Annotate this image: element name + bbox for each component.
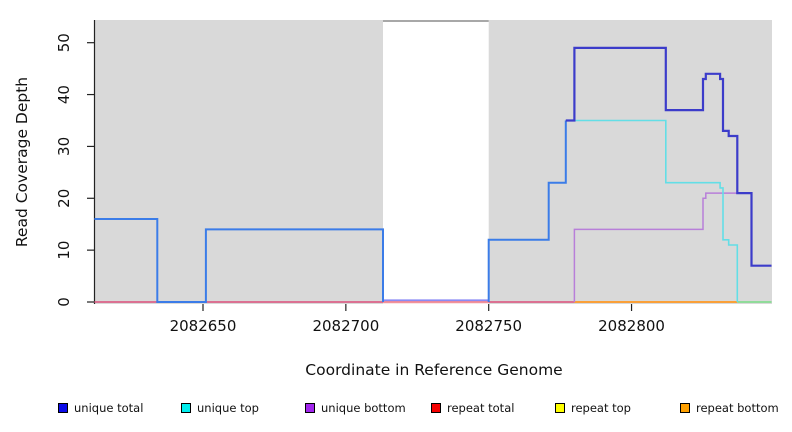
y-tick-label: 20 (55, 189, 73, 208)
legend-label: unique bottom (321, 401, 406, 415)
y-tick-label: 30 (55, 137, 73, 156)
y-tick-label: 10 (55, 241, 73, 260)
y-tick-label: 0 (55, 297, 73, 307)
legend-label: unique total (74, 401, 144, 415)
x-tick-label: 2082700 (312, 317, 379, 335)
legend-swatch (305, 403, 315, 413)
legend-swatch (680, 403, 690, 413)
y-tick-label: 40 (55, 85, 73, 104)
legend-label: repeat top (571, 401, 631, 415)
legend-swatch (181, 403, 191, 413)
legend-swatch (58, 403, 68, 413)
legend-item-repeat-total: repeat total (431, 399, 514, 417)
x-tick-label: 2082800 (598, 317, 665, 335)
legend-label: unique top (197, 401, 259, 415)
series-line-unique-total-alone (565, 46, 772, 267)
y-axis-title: Read Coverage Depth (13, 76, 31, 248)
legend-label: repeat bottom (696, 401, 779, 415)
legend-label: repeat total (447, 401, 515, 415)
x-tick-label: 2082750 (455, 317, 522, 335)
x-tick-label: 2082650 (170, 317, 237, 335)
series-line-unique-total-overlap-top-left (94, 218, 384, 303)
legend-swatch (555, 403, 565, 413)
y-tick-label: 50 (55, 33, 73, 52)
legend-item-repeat-bottom: repeat bottom (680, 399, 779, 417)
series-line-unique-top-visible (565, 119, 739, 302)
series-line-unique-total-overlap-top-right (487, 120, 567, 302)
x-axis-title: Coordinate in Reference Genome (305, 361, 563, 379)
legend-swatch (431, 403, 441, 413)
legend-item-unique-top: unique top (181, 399, 259, 417)
repeat-region-band (382, 20, 489, 304)
legend-item-unique-total: unique total (58, 399, 143, 417)
legend: unique total unique top unique bottom repea… (0, 399, 792, 419)
legend-item-repeat-top: repeat top (555, 399, 631, 417)
legend-item-unique-bottom: unique bottom (305, 399, 406, 417)
